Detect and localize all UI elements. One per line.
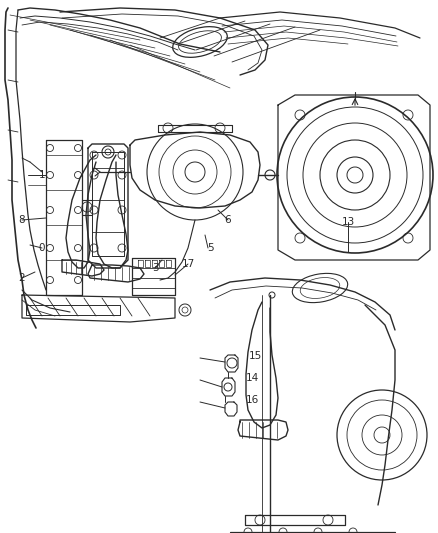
Text: 0: 0 — [39, 243, 45, 253]
Text: 14: 14 — [245, 373, 258, 383]
Text: 3: 3 — [152, 263, 158, 273]
Text: 2: 2 — [19, 273, 25, 283]
Text: 17: 17 — [181, 259, 194, 269]
Text: 15: 15 — [248, 351, 261, 361]
Text: 1: 1 — [39, 170, 45, 180]
Text: 6: 6 — [225, 215, 231, 225]
Text: 16: 16 — [245, 395, 258, 405]
Text: 5: 5 — [207, 243, 213, 253]
Text: 13: 13 — [341, 217, 355, 227]
Text: 8: 8 — [19, 215, 25, 225]
